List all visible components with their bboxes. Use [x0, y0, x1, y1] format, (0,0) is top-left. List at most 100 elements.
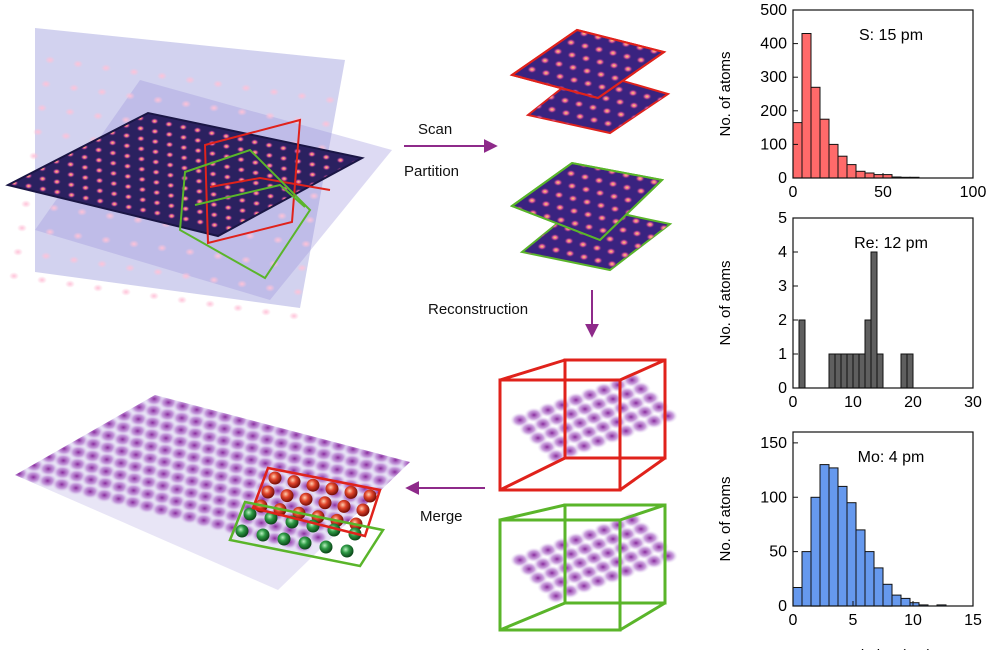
- density-blob: [308, 312, 328, 327]
- slab-spot: [94, 146, 103, 154]
- density-blob: [348, 370, 368, 385]
- slice-spot: [666, 50, 676, 58]
- density-blob: [301, 419, 322, 435]
- slice-spot: [575, 112, 585, 121]
- density-blob: [390, 395, 410, 397]
- histogram-bar: [846, 353, 854, 389]
- density-blob: [402, 420, 410, 436]
- slab-spot: [81, 174, 90, 181]
- density-blob: [262, 361, 282, 376]
- slab-spot: [264, 142, 274, 149]
- slice-spot: [689, 164, 699, 172]
- slice-spot: [680, 53, 690, 61]
- density-blob: [480, 331, 500, 346]
- slab-spot: [335, 116, 344, 123]
- density-blob: [415, 448, 435, 463]
- slice-spot: [608, 49, 618, 57]
- histogram-bar: [864, 172, 875, 179]
- slice-spot: [540, 56, 550, 65]
- slab-spot: [124, 193, 133, 200]
- slab-spot: [450, 150, 458, 156]
- slab-spot: [52, 178, 62, 185]
- merged-atom-red: [268, 471, 282, 485]
- slab-spot: [290, 36, 298, 42]
- density-blob: [480, 343, 500, 358]
- slice-spot: [674, 148, 684, 156]
- merged-red-region: [251, 466, 382, 538]
- density-blob: [420, 377, 440, 392]
- density-blob: [434, 380, 454, 395]
- density-blob: [388, 416, 408, 432]
- density-blob: [420, 365, 440, 380]
- slab-spot: [520, 125, 528, 131]
- slab-spot: [150, 118, 159, 125]
- density-blob: [366, 315, 386, 330]
- histogram-bar: [792, 122, 803, 179]
- slab-spot: [520, 104, 528, 110]
- plane-spot: [45, 228, 55, 236]
- slab-spot: [318, 11, 326, 17]
- slab-spot: [489, 47, 497, 53]
- slab-spot: [9, 169, 19, 176]
- slab-spot: [462, 82, 470, 88]
- slice-spot: [657, 108, 667, 117]
- density-blob: [293, 320, 313, 335]
- slice-spot: [560, 96, 570, 105]
- slab-spot: [378, 125, 386, 131]
- plane-spot: [273, 236, 283, 244]
- slice-spot: [702, 155, 712, 163]
- density-blob: [323, 304, 343, 319]
- plane-spot: [297, 264, 307, 272]
- density-blob: [424, 317, 444, 332]
- density-blob: [535, 382, 555, 397]
- slice-spot: [609, 61, 619, 70]
- slab-spot: [476, 75, 484, 81]
- density-blob: [70, 421, 90, 436]
- density-blob: [292, 344, 312, 359]
- slab-spot: [352, 211, 361, 218]
- slab-spot: [221, 133, 231, 140]
- merged-atom-green: [340, 544, 354, 558]
- slice-spot: [618, 134, 628, 142]
- slice-spot: [658, 211, 668, 220]
- density-blob: [430, 440, 450, 455]
- slice-spot: [596, 201, 606, 210]
- slice-spot: [675, 160, 685, 168]
- slab-spot: [123, 163, 132, 170]
- slice-spot: [636, 187, 646, 195]
- density-blob: [190, 355, 210, 370]
- slice-spot: [578, 240, 588, 249]
- slab-spot: [477, 95, 485, 101]
- density-blob: [438, 321, 458, 336]
- slab-spot: [492, 129, 500, 135]
- slice-spot: [646, 10, 656, 18]
- slice-spot: [597, 83, 607, 91]
- partition-label: Partition: [404, 163, 459, 180]
- slab-spot: [477, 116, 485, 122]
- slab-spot: [181, 215, 191, 223]
- slice-spot: [667, 62, 677, 70]
- density-blob: [159, 395, 180, 399]
- slab-spot: [349, 113, 358, 116]
- plane-spot: [153, 268, 163, 276]
- slice-spot: [662, 169, 672, 177]
- slab-spot: [251, 179, 261, 187]
- density-blob: [337, 319, 357, 334]
- slab-spot: [151, 148, 160, 155]
- slab-spot: [394, 169, 402, 175]
- density-blob: [306, 348, 326, 363]
- slice-spot: [689, 33, 699, 41]
- slab-spot: [319, 52, 327, 58]
- slab-spot: [364, 122, 372, 128]
- slab-spot: [504, 71, 512, 77]
- histogram-bar: [840, 353, 848, 389]
- density-blob: [376, 378, 396, 393]
- density-blob: [367, 303, 387, 318]
- slice-spot: [644, 117, 654, 126]
- plane-spot: [61, 132, 71, 140]
- slice-spot: [694, 57, 704, 65]
- density-blob: [450, 348, 470, 363]
- density-blob: [249, 333, 269, 348]
- plane-spot: [21, 200, 31, 208]
- slice-spot: [595, 189, 605, 197]
